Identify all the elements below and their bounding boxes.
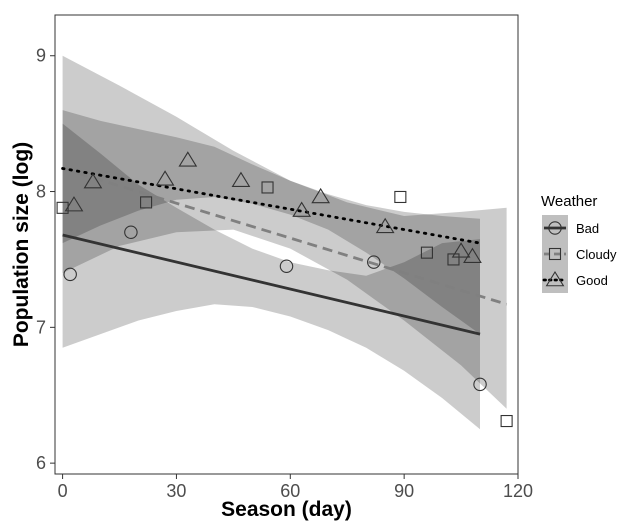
x-axis: 0 30 60 90 120 [58, 474, 533, 501]
point-good [178, 151, 198, 167]
legend-label-good: Good [576, 273, 608, 288]
point-bad [63, 267, 77, 282]
fit-line-cloudy [62, 167, 508, 306]
legend-label-cloudy: Cloudy [576, 247, 617, 262]
point-bad [124, 225, 138, 240]
point-cloudy [447, 253, 460, 266]
confidence-ribbons [62, 55, 507, 430]
point-good [64, 196, 84, 212]
point-cloudy [140, 196, 153, 209]
y-tick-label: 9 [36, 46, 46, 66]
ci-ribbon-bad [62, 123, 480, 430]
point-good [292, 201, 312, 217]
legend-title: Weather [541, 193, 597, 210]
y-axis: 6 7 8 9 [36, 46, 55, 473]
y-axis-title: Population size (log) [10, 142, 33, 347]
point-good [311, 187, 331, 204]
point-good [463, 247, 482, 264]
x-tick-label: 90 [394, 481, 414, 501]
point-cloudy [394, 190, 407, 204]
x-axis-title: Season (day) [221, 498, 352, 521]
legend-marker-cloudy [548, 247, 562, 261]
point-cloudy [420, 246, 433, 259]
fit-lines [61, 167, 508, 336]
x-tick-label: 60 [280, 481, 300, 501]
ci-ribbon-cloudy [62, 55, 507, 409]
point-cloudy [56, 201, 69, 214]
point-cloudy [261, 181, 274, 194]
y-tick-label: 8 [36, 182, 46, 202]
fit-line-good [61, 167, 482, 245]
point-bad [279, 259, 294, 273]
point-bad [367, 255, 381, 269]
ci-ribbon-good [62, 110, 480, 335]
point-good [231, 171, 251, 187]
point-cloudy [500, 414, 513, 428]
legend-marker-good [545, 270, 565, 287]
point-bad [473, 377, 487, 392]
point-good [451, 242, 471, 258]
legend-marker-bad [548, 221, 562, 235]
x-tick-label: 120 [503, 481, 533, 501]
data-points [56, 151, 513, 428]
point-good [155, 170, 175, 186]
x-tick-label: 0 [58, 481, 68, 501]
legend-label-bad: Bad [576, 221, 599, 236]
point-good [83, 172, 103, 189]
fit-line-bad [62, 233, 481, 336]
x-tick-label: 30 [166, 481, 186, 501]
y-tick-label: 6 [36, 453, 46, 473]
y-tick-label: 7 [36, 317, 46, 337]
plot-panel-border [54, 14, 519, 475]
point-good [375, 217, 395, 234]
legend: Weather Bad Cloudy Good [541, 193, 617, 293]
